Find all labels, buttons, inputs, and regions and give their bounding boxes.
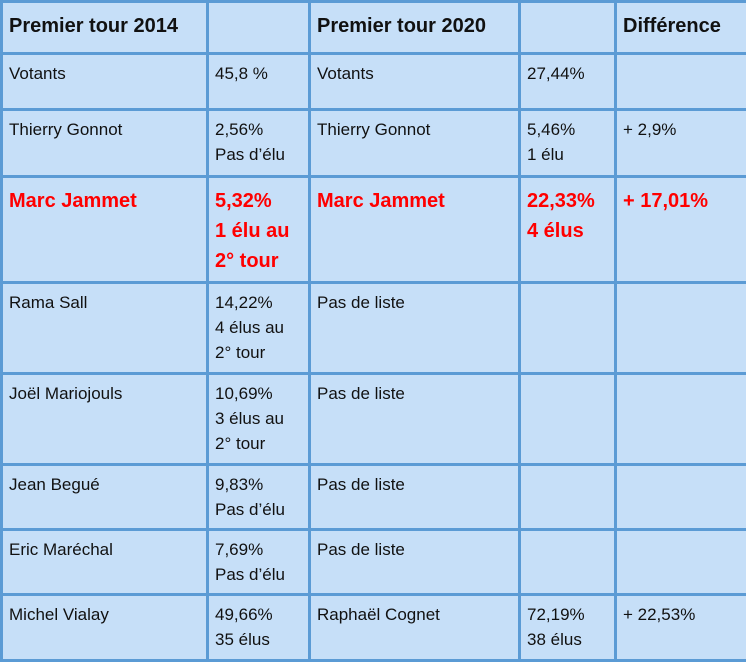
cell-2014-value-line: 2° tour [215, 340, 303, 365]
cell-2014-value-line: 7,69% [215, 537, 303, 562]
cell-2014-name: Votants [2, 54, 208, 110]
cell-2020-name: Votants [310, 54, 520, 110]
cell-2020-name: Pas de liste [310, 374, 520, 465]
header-difference: Différence [616, 2, 746, 54]
cell-2014-value-line: 3 élus au [215, 406, 303, 431]
header-2014-value [208, 2, 310, 54]
cell-2020-value [520, 374, 616, 465]
header-2020-name: Premier tour 2020 [310, 2, 520, 54]
cell-2014-name: Rama Sall [2, 283, 208, 374]
cell-2020-name: Thierry Gonnot [310, 110, 520, 177]
cell-2014-value-line: 35 élus [215, 627, 303, 652]
table-row: Votants 45,8 % Votants 27,44% [2, 54, 746, 110]
cell-2020-value-line: 38 élus [527, 627, 609, 652]
cell-2014-name: Thierry Gonnot [2, 110, 208, 177]
cell-2014-name: Marc Jammet [2, 177, 208, 283]
cell-2014-value-line: 9,83% [215, 472, 303, 497]
cell-difference [616, 374, 746, 465]
cell-2020-value-line: 72,19% [527, 602, 609, 627]
cell-2014-value: 49,66%35 élus [208, 595, 310, 661]
cell-2014-value: 2,56%Pas d’élu [208, 110, 310, 177]
cell-2020-value: 5,46%1 élu [520, 110, 616, 177]
cell-difference: + 2,9% [616, 110, 746, 177]
header-2020-value [520, 2, 616, 54]
cell-2014-value-line: Pas d’élu [215, 142, 303, 167]
cell-2014-value-line: 10,69% [215, 381, 303, 406]
cell-difference [616, 54, 746, 110]
cell-difference [616, 465, 746, 530]
cell-2020-name: Raphaël Cognet [310, 595, 520, 661]
cell-2020-value: 72,19%38 élus [520, 595, 616, 661]
cell-2014-value-line: 2,56% [215, 117, 303, 142]
cell-2020-value-line: 4 élus [527, 216, 609, 246]
cell-2020-name: Pas de liste [310, 283, 520, 374]
cell-2014-name: Joël Mariojouls [2, 374, 208, 465]
cell-2020-value [520, 283, 616, 374]
cell-2014-value-line: 2° tour [215, 246, 303, 276]
cell-2020-name: Marc Jammet [310, 177, 520, 283]
cell-2020-name: Pas de liste [310, 530, 520, 595]
table-body: Votants 45,8 % Votants 27,44% Thierry Gonnot… [2, 54, 746, 661]
cell-2014-name: Michel Vialay [2, 595, 208, 661]
cell-2014-value-line: Pas d’élu [215, 562, 303, 587]
cell-2020-name: Pas de liste [310, 465, 520, 530]
cell-difference [616, 283, 746, 374]
cell-2014-name: Jean Begué [2, 465, 208, 530]
cell-2020-value-line: 22,33% [527, 186, 609, 216]
header-row: Premier tour 2014 Premier tour 2020 Diff… [2, 2, 746, 54]
cell-2020-value [520, 530, 616, 595]
cell-2014-value-line: Pas d’élu [215, 497, 303, 522]
cell-2014-value: 7,69%Pas d’élu [208, 530, 310, 595]
cell-2020-value-line: 5,46% [527, 117, 609, 142]
cell-2014-value: 45,8 % [208, 54, 310, 110]
cell-difference: + 17,01% [616, 177, 746, 283]
cell-2014-value-line: 1 élu au [215, 216, 303, 246]
cell-2014-value-line: 5,32% [215, 186, 303, 216]
cell-2020-value: 27,44% [520, 54, 616, 110]
cell-difference [616, 530, 746, 595]
cell-difference: + 22,53% [616, 595, 746, 661]
header-2014-name: Premier tour 2014 [2, 2, 208, 54]
cell-2014-value-line: 2° tour [215, 431, 303, 456]
cell-2020-value: 22,33%4 élus [520, 177, 616, 283]
cell-2020-value-line: 27,44% [527, 61, 609, 86]
cell-2014-value-line: 45,8 % [215, 61, 303, 86]
cell-2020-value-line: 1 élu [527, 142, 609, 167]
cell-2014-value-line: 14,22% [215, 290, 303, 315]
cell-2014-value-line: 4 élus au [215, 315, 303, 340]
cell-2014-name: Eric Maréchal [2, 530, 208, 595]
cell-2014-value: 9,83%Pas d’élu [208, 465, 310, 530]
cell-2014-value-line: 49,66% [215, 602, 303, 627]
cell-2020-value [520, 465, 616, 530]
